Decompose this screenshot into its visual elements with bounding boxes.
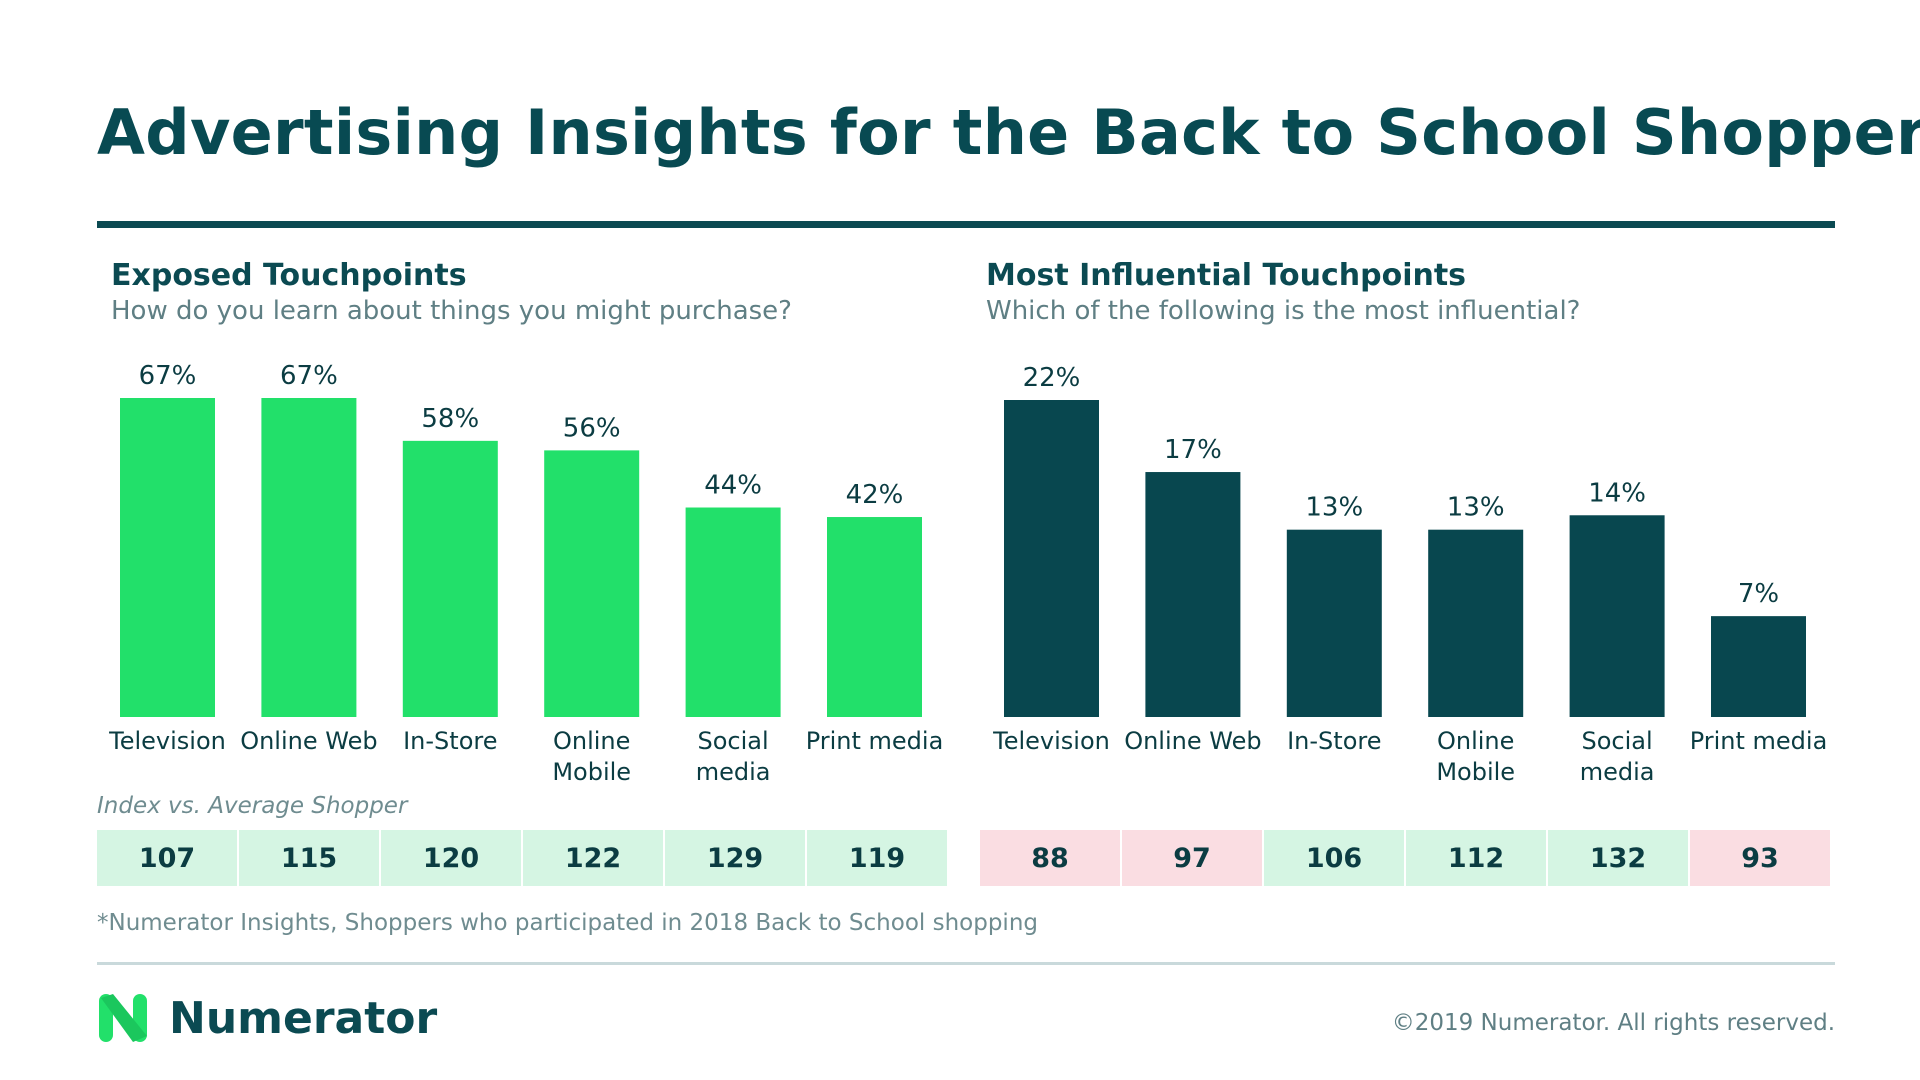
left-panel-subtitle: How do you learn about things you might … [111,296,792,326]
influential-category-label: Social media [1580,727,1655,786]
exposed-value-label: 44% [704,471,762,501]
influential-index-cell: 88 [980,830,1120,886]
influential-value-label: 14% [1588,478,1646,508]
exposed-index-cell: 107 [97,830,237,886]
right-panel-title: Most Influential Touchpoints [986,258,1467,293]
exposed-value-label: 58% [421,404,479,434]
exposed-bar-television [120,398,215,717]
exposed-category-label: Social media [696,727,771,786]
exposed-index-cell: 115 [239,830,379,886]
influential-index-cell: 132 [1548,830,1688,886]
influential-bar-in-store [1286,529,1382,717]
exposed-index-cell: 129 [665,830,805,886]
exposed-index-cell: 120 [381,830,521,886]
influential-index-cell: 106 [1264,830,1404,886]
influential-category-label: Print media [1690,727,1828,755]
index-row-exposed: 107 115 120 122 129 119 [97,830,947,886]
influential-value-label: 13% [1305,493,1363,523]
copyright: ©2019 Numerator. All rights reserved. [1391,1010,1835,1036]
influential-index-cell: 93 [1690,830,1830,886]
right-panel-subtitle: Which of the following is the most influ… [986,296,1581,326]
numerator-logo-icon [99,994,147,1042]
exposed-bar-in-store [402,440,498,717]
exposed-value-label: 56% [563,413,621,443]
exposed-value-label: 42% [846,480,904,510]
title-divider [97,221,1835,228]
exposed-category-label: Online Web [240,727,377,755]
exposed-bar-online-web [261,398,357,717]
footer-divider [97,962,1835,965]
influential-bar-social-media [1569,515,1665,717]
influential-value-label: 7% [1738,579,1779,609]
influential-index-cell: 112 [1406,830,1546,886]
exposed-value-label: 67% [280,361,338,391]
influential-category-label: Television [992,727,1110,755]
exposed-category-label: Television [108,727,226,755]
exposed-category-label: In-Store [403,727,497,755]
influential-value-label: 13% [1447,493,1505,523]
exposed-category-label: Online Mobile [552,727,631,786]
exposed-category-label: Print media [806,727,944,755]
influential-bar-online-web [1145,472,1241,717]
influential-bar-print-media [1711,616,1806,717]
influential-category-label: Online Mobile [1436,727,1515,786]
brand-name: Numerator [169,992,438,1044]
influential-category-label: In-Store [1287,727,1381,755]
influential-bar-online-mobile [1428,529,1524,717]
exposed-index-cell: 122 [523,830,663,886]
index-row-influential: 88 97 106 112 132 93 [980,830,1830,886]
influential-bar-television [1004,400,1099,717]
left-panel-title: Exposed Touchpoints [111,258,467,293]
exposed-bar-social-media [685,507,781,717]
footnote: *Numerator Insights, Shoppers who partic… [97,910,1039,936]
exposed-bar-online-mobile [544,450,640,717]
brand-logo: Numerator [97,992,437,1044]
influential-value-label: 17% [1164,435,1222,465]
influential-value-label: 22% [1023,363,1081,393]
index-label: Index vs. Average Shopper [97,793,408,819]
exposed-index-cell: 119 [807,830,947,886]
page-title: Advertising Insights for the Back to Sch… [97,96,1920,169]
exposed-value-label: 67% [139,361,197,391]
influential-index-cell: 97 [1122,830,1262,886]
influential-category-label: Online Web [1124,727,1261,755]
exposed-bar-print-media [827,517,922,717]
